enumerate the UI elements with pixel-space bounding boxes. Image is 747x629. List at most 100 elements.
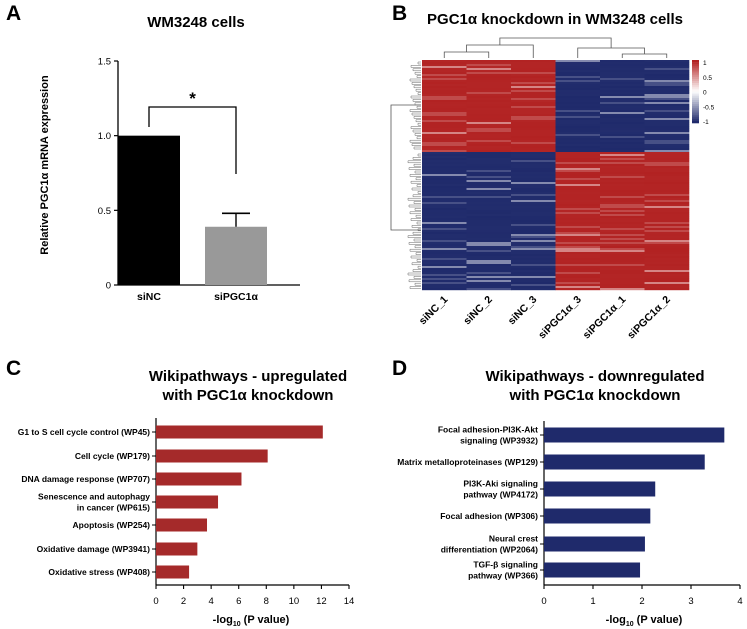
heatmap-cell	[644, 94, 690, 97]
heatmap-cell	[422, 72, 467, 75]
heatmap-cell	[422, 222, 467, 225]
panel-c-bar-6	[156, 565, 190, 579]
heatmap-cell	[466, 110, 512, 113]
heatmap-cell	[511, 286, 556, 289]
heatmap-cell	[511, 198, 556, 201]
heatmap-cell	[466, 192, 512, 195]
row-dendrogram-branch	[409, 174, 421, 177]
heatmap-cell	[466, 98, 512, 101]
heatmap-cell	[511, 152, 556, 155]
heatmap-cell	[422, 138, 467, 141]
heatmap-cell	[600, 186, 645, 189]
heatmap-cell	[511, 170, 556, 173]
heatmap-cell	[555, 178, 601, 181]
heatmap-cell	[555, 80, 601, 83]
panel-c-xlabel-post: (P value)	[241, 614, 290, 626]
panel-c-bar-1	[156, 449, 268, 463]
heatmap-cell	[555, 200, 601, 203]
heatmap-cell	[600, 74, 645, 77]
heatmap-cell	[600, 278, 645, 281]
heatmap-cell	[422, 110, 467, 113]
row-dendrogram-branch	[417, 153, 421, 157]
row-dendrogram-branch	[413, 146, 421, 150]
heatmap-cell	[555, 162, 601, 165]
heatmap-cell	[511, 114, 556, 117]
heatmap-cell	[466, 194, 512, 197]
heatmap-cell	[600, 114, 645, 117]
heatmap-cell	[555, 134, 601, 137]
heatmap-cell	[511, 224, 556, 227]
heatmap-cell	[644, 222, 690, 225]
heatmap-cell	[422, 112, 467, 115]
row-dendrogram-branch	[416, 136, 421, 140]
heatmap-cell	[555, 262, 601, 265]
heatmap-cell	[422, 172, 467, 175]
panel-d-category-5-line-1: pathway (WP366)	[468, 571, 538, 581]
heatmap-cell	[555, 88, 601, 91]
heatmap-cell	[644, 132, 690, 135]
row-dendrogram-branch	[417, 61, 421, 65]
heatmap-cell	[466, 204, 512, 207]
heatmap-cell	[511, 212, 556, 215]
panel-letter-d: D	[392, 357, 407, 380]
heatmap-cell	[422, 78, 467, 81]
heatmap-cell	[644, 268, 690, 271]
heatmap-cell	[600, 72, 645, 75]
heatmap-cell	[511, 282, 556, 285]
heatmap-cell	[511, 232, 556, 235]
heatmap-cell	[555, 252, 601, 255]
heatmap-cell	[600, 156, 645, 159]
heatmap-cell	[422, 82, 467, 85]
heatmap-cell	[600, 180, 645, 183]
heatmap-cell	[555, 164, 601, 167]
heatmap-cell	[511, 60, 556, 63]
panel-a-category-0: siNC	[137, 291, 161, 303]
heatmap-cell	[644, 200, 690, 203]
heatmap-cell	[466, 234, 512, 237]
heatmap-cell	[555, 272, 601, 275]
heatmap-cell	[555, 212, 601, 215]
heatmap-cell	[644, 100, 690, 103]
heatmap-cell	[466, 178, 512, 181]
heatmap-cell	[466, 78, 512, 81]
heatmap-cell	[422, 86, 467, 89]
heatmap-cell	[644, 206, 690, 209]
heatmap-cell	[422, 284, 467, 287]
panel-c-category-5-line-0: Oxidative damage (WP3941)	[37, 544, 151, 554]
heatmap-cell	[644, 122, 690, 125]
heatmap-cell	[644, 174, 690, 177]
heatmap-cell	[422, 146, 467, 149]
heatmap-column-label-5: siPGC1α_2	[625, 294, 673, 342]
heatmap-cell	[422, 240, 467, 243]
heatmap-cell	[644, 236, 690, 239]
colorbar-segment	[692, 68, 699, 71]
heatmap-cell	[466, 202, 512, 205]
heatmap-cell	[422, 282, 467, 285]
colorbar-segment	[692, 83, 699, 86]
heatmap-cell	[422, 260, 467, 263]
heatmap-cell	[555, 176, 601, 179]
heatmap-cell	[422, 274, 467, 277]
heatmap-cell	[600, 142, 645, 145]
panel-c-bar-0	[156, 425, 323, 439]
heatmap-cell	[511, 188, 556, 191]
heatmap-cell	[555, 224, 601, 227]
heatmap-cell	[422, 126, 467, 129]
heatmap-cell	[644, 92, 690, 95]
heatmap-cell	[555, 198, 601, 201]
heatmap-cell	[644, 70, 690, 73]
heatmap-cell	[600, 136, 645, 139]
panel-d-bar-chart: Wikipathways - downregulated with PGC1α …	[397, 368, 742, 628]
heatmap-cell	[511, 192, 556, 195]
row-dendrogram-branch	[414, 71, 421, 75]
row-dendrogram-branch	[408, 204, 421, 208]
heatmap-cell	[511, 116, 556, 119]
heatmap-cell	[466, 282, 512, 285]
heatmap-cell	[600, 146, 645, 149]
heatmap-cell	[422, 170, 467, 173]
heatmap-cell	[555, 152, 601, 155]
heatmap-cell	[422, 208, 467, 211]
panel-a-ytick-label-1: 0.5	[98, 206, 111, 217]
heatmap-cell	[555, 246, 601, 249]
